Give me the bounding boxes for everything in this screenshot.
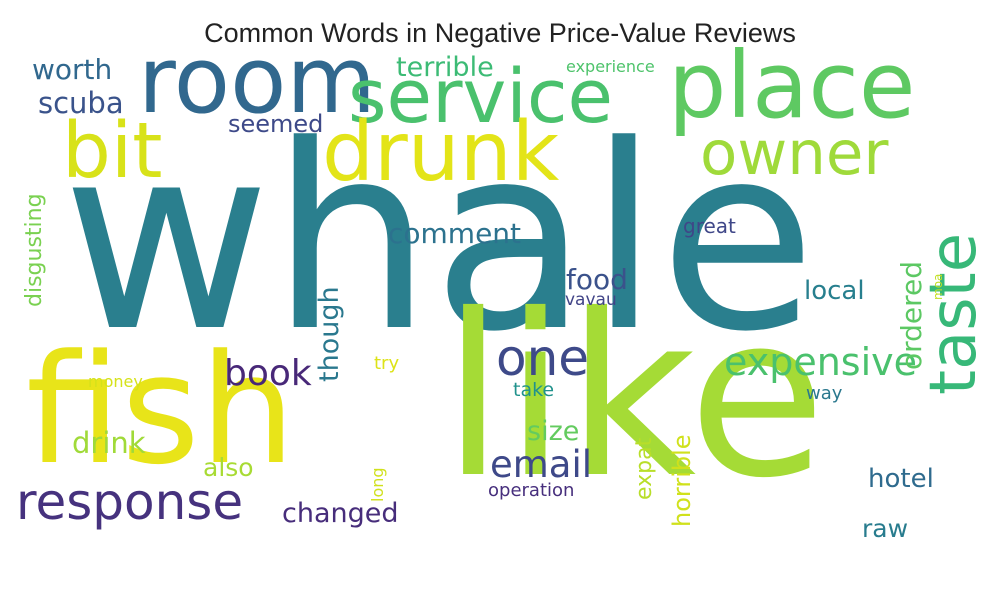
word-drink: drink	[72, 426, 146, 460]
word-ordered: ordered	[895, 260, 928, 370]
word-local: local	[804, 276, 865, 306]
word-scuba: scuba	[38, 86, 124, 120]
word-bit: bit	[62, 107, 163, 196]
word-terrible: terrible	[396, 52, 494, 83]
word-way: way	[806, 383, 843, 404]
word-operation: operation	[488, 480, 575, 501]
word-try: try	[374, 353, 400, 374]
word-experience: experience	[566, 57, 655, 76]
word-changed: changed	[282, 498, 399, 529]
word-disgusting: disgusting	[22, 193, 47, 307]
chart-title: Common Words in Negative Price-Value Rev…	[204, 18, 796, 48]
word-one: one	[496, 329, 590, 387]
word-moa: moa	[931, 273, 945, 300]
word-drunk: drunk	[322, 105, 560, 200]
word-comment: comment	[388, 217, 522, 250]
word-fish: fish	[26, 322, 296, 498]
word-money: money	[88, 372, 143, 391]
word-also: also	[203, 453, 254, 482]
word-like: like	[442, 266, 827, 527]
word-seemed: seemed	[228, 110, 324, 138]
word-place: place	[668, 32, 916, 139]
word-expensive: expensive	[724, 340, 918, 384]
word-email: email	[490, 443, 593, 486]
word-worth: worth	[32, 53, 113, 86]
word-vavau: vavau	[565, 290, 617, 310]
word-book: book	[224, 353, 312, 394]
word-great: great	[683, 214, 736, 238]
word-take: take	[513, 379, 555, 401]
word-response: response	[16, 473, 244, 531]
word-though: though	[314, 286, 345, 382]
word-service: service	[348, 54, 614, 140]
word-expat: expat	[632, 437, 657, 500]
word-room: room	[138, 27, 376, 134]
word-size: size	[527, 416, 580, 447]
word-raw: raw	[862, 514, 909, 543]
word-long: long	[368, 467, 387, 502]
word-food: food	[566, 263, 628, 296]
word-owner: owner	[700, 118, 889, 189]
word-hotel: hotel	[868, 464, 934, 494]
word-horrible: horrible	[668, 434, 696, 527]
word-taste: taste	[917, 232, 991, 395]
word-whale: whale	[62, 91, 817, 388]
